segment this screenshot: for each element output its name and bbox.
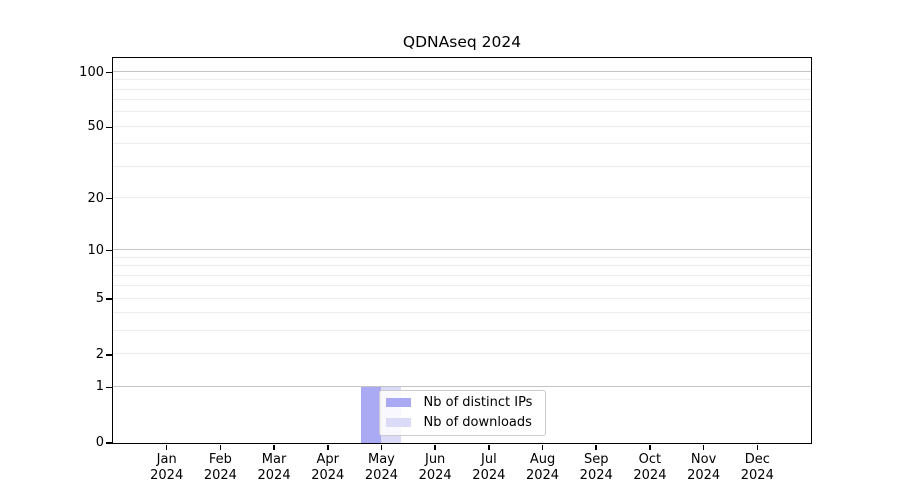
x-axis-tick [434,444,436,450]
chart-title: QDNAseq 2024 [402,33,522,51]
gridline [112,88,811,90]
gridline [112,125,811,127]
gridline [112,79,811,81]
legend: Nb of distinct IPs Nb of downloads [378,389,546,436]
x-axis-tick-label: Oct 2024 [633,452,667,483]
gridline [112,71,811,73]
gridline [112,197,811,199]
y-axis-tick [106,126,112,129]
y-axis-tick-label: 100 [79,64,104,80]
x-axis-tick [649,444,651,450]
gridline [112,165,811,167]
x-axis-tick [165,444,168,450]
x-axis-tick-label: Dec 2024 [740,452,774,483]
y-axis-tick [106,354,112,356]
legend-item-distinct-ips: Nb of distinct IPs [385,394,539,411]
y-axis-tick-label: 10 [87,242,104,258]
gridline [112,285,811,287]
y-axis-tick-label: 1 [95,379,104,395]
plot-area: Nb of distinct IPs Nb of downloads [111,56,812,444]
x-axis-tick [219,444,222,450]
gridline [112,249,811,250]
y-axis-tick [106,197,112,200]
x-axis-tick [702,444,705,450]
legend-swatch-downloads-icon [385,418,411,427]
gridline [112,353,811,355]
x-axis-tick [380,444,383,450]
x-axis-tick-label: Aug 2024 [525,452,560,483]
y-axis-tick-label: 2 [95,346,104,362]
gridline [112,312,811,314]
y-axis-tick-label: 0 [95,435,104,450]
y-axis-tick [106,442,112,444]
bar-distinct-ips-May [360,386,381,443]
x-axis-tick [541,444,544,450]
y-axis-tick [106,249,112,252]
x-axis-tick-label: Sep 2024 [579,452,613,483]
x-axis-tick-label: Jun 2024 [418,452,452,483]
gridline [112,265,811,267]
x-axis-tick-label: Nov 2024 [687,452,721,483]
y-axis-tick-label: 5 [95,291,104,307]
gridline [112,297,811,299]
y-axis-tick [106,298,112,300]
x-axis-tick-label: May 2024 [364,452,398,483]
x-axis-tick-label: Jan 2024 [150,452,184,483]
x-axis-tick-label: Mar 2024 [257,452,291,483]
legend-label-downloads: Nb of downloads [423,415,532,430]
gridline [112,274,811,276]
legend-item-downloads: Nb of downloads [385,414,539,431]
x-axis-tick [327,444,329,450]
gridline [112,330,811,332]
legend-swatch-distinct-ips-icon [385,398,411,407]
gridline [112,385,811,387]
y-axis-tick [106,71,112,74]
y-axis-tick-label: 20 [87,190,104,206]
x-axis-tick-label: Apr 2024 [311,452,345,483]
gridline [112,143,811,145]
x-axis-tick [595,444,597,450]
x-axis-tick [273,444,275,450]
gridline [112,99,811,101]
x-axis-tick-label: Feb 2024 [203,452,237,483]
gridline [112,111,811,113]
x-axis-tick [756,444,759,450]
legend-label-distinct-ips: Nb of distinct IPs [423,395,533,410]
x-axis-tick [488,444,490,450]
gridline [112,256,811,258]
y-axis-tick-label: 50 [87,119,104,135]
y-axis-tick [106,386,112,389]
x-axis-tick-label: Jul 2024 [472,452,506,483]
